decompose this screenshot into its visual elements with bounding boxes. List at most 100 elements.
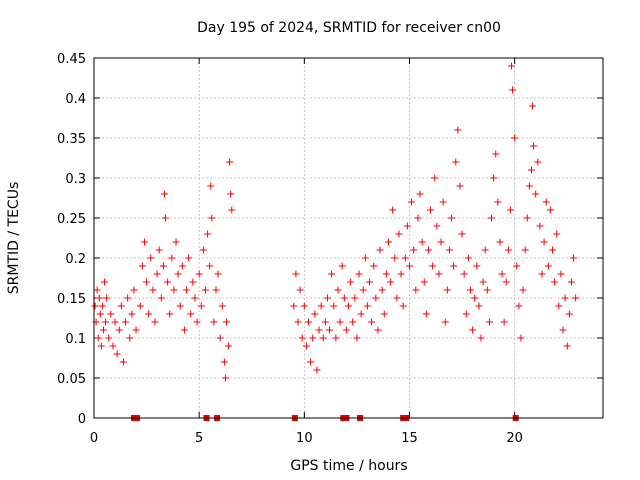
data-point xyxy=(542,198,550,206)
x-tick-label: 20 xyxy=(506,431,523,446)
data-point xyxy=(91,302,99,310)
data-point xyxy=(443,286,451,294)
data-point xyxy=(502,278,510,286)
data-point xyxy=(563,342,571,350)
data-point xyxy=(305,318,313,326)
data-point xyxy=(553,230,561,238)
data-point xyxy=(321,318,329,326)
data-point xyxy=(546,206,554,214)
data-point xyxy=(433,222,441,230)
data-point xyxy=(93,286,101,294)
y-tick-label: 0.1 xyxy=(65,332,86,347)
data-point xyxy=(115,326,123,334)
data-point xyxy=(401,254,409,262)
data-point xyxy=(382,270,390,278)
data-point xyxy=(376,246,384,254)
data-point xyxy=(549,246,557,254)
data-point xyxy=(187,310,195,318)
data-point xyxy=(529,102,537,110)
data-point xyxy=(206,262,214,270)
data-point xyxy=(94,334,102,342)
data-point xyxy=(342,326,350,334)
data-point xyxy=(122,318,130,326)
x-tick-labels: 0 5 10 15 20 xyxy=(90,431,523,446)
data-point xyxy=(517,334,525,342)
data-point xyxy=(159,262,167,270)
data-point xyxy=(557,270,565,278)
data-point xyxy=(565,310,573,318)
data-point xyxy=(572,294,580,302)
data-point xyxy=(138,262,146,270)
data-point xyxy=(160,190,168,198)
data-point xyxy=(170,286,178,294)
data-point xyxy=(208,214,216,222)
data-point xyxy=(298,334,306,342)
data-point xyxy=(427,206,435,214)
data-point xyxy=(380,310,388,318)
data-point xyxy=(227,190,235,198)
data-point xyxy=(183,286,191,294)
data-point xyxy=(445,246,453,254)
data-point xyxy=(347,278,355,286)
data-point xyxy=(366,278,374,286)
data-point xyxy=(136,302,144,310)
data-point xyxy=(359,286,367,294)
data-point xyxy=(323,294,331,302)
data-point xyxy=(483,286,491,294)
data-point xyxy=(368,318,376,326)
data-point xyxy=(225,342,233,350)
data-point xyxy=(405,262,413,270)
data-point xyxy=(488,214,496,222)
data-point xyxy=(195,270,203,278)
data-point xyxy=(492,150,500,158)
data-point xyxy=(414,214,422,222)
data-point xyxy=(437,238,445,246)
data-point xyxy=(464,254,472,262)
data-point xyxy=(544,262,552,270)
data-point xyxy=(424,246,432,254)
data-point xyxy=(422,310,430,318)
data-point xyxy=(332,334,340,342)
axis-ticks xyxy=(93,57,603,419)
y-tick-label: 0 xyxy=(78,412,86,427)
data-point xyxy=(151,318,159,326)
data-point xyxy=(384,238,392,246)
data-point xyxy=(103,294,111,302)
data-point xyxy=(307,358,315,366)
data-point xyxy=(536,222,544,230)
y-tick-label: 0.25 xyxy=(57,212,86,227)
data-point xyxy=(124,294,132,302)
data-point xyxy=(462,310,470,318)
data-point xyxy=(420,278,428,286)
data-point xyxy=(494,198,502,206)
data-point xyxy=(340,294,348,302)
y-tick-label: 0.3 xyxy=(65,172,86,187)
data-point xyxy=(485,318,493,326)
data-point xyxy=(500,318,508,326)
data-point xyxy=(155,246,163,254)
data-point xyxy=(105,334,113,342)
data-point xyxy=(509,86,517,94)
data-point xyxy=(452,158,460,166)
data-point xyxy=(530,142,538,150)
data-point xyxy=(418,238,426,246)
data-point xyxy=(372,294,380,302)
data-point xyxy=(527,166,535,174)
data-point xyxy=(498,270,506,278)
data-point xyxy=(429,262,437,270)
data-point xyxy=(355,270,363,278)
data-point xyxy=(511,134,519,142)
data-point xyxy=(145,310,153,318)
data-point xyxy=(336,318,344,326)
data-point xyxy=(391,254,399,262)
data-point xyxy=(117,302,125,310)
chart-title: Day 195 of 2024, SRMTID for receiver cn0… xyxy=(197,20,501,36)
data-point xyxy=(448,214,456,222)
data-point xyxy=(395,230,403,238)
data-point xyxy=(504,246,512,254)
data-point xyxy=(479,278,487,286)
data-point xyxy=(540,238,548,246)
y-tick-label: 0.45 xyxy=(57,52,86,67)
data-point xyxy=(515,302,523,310)
data-point xyxy=(130,286,138,294)
